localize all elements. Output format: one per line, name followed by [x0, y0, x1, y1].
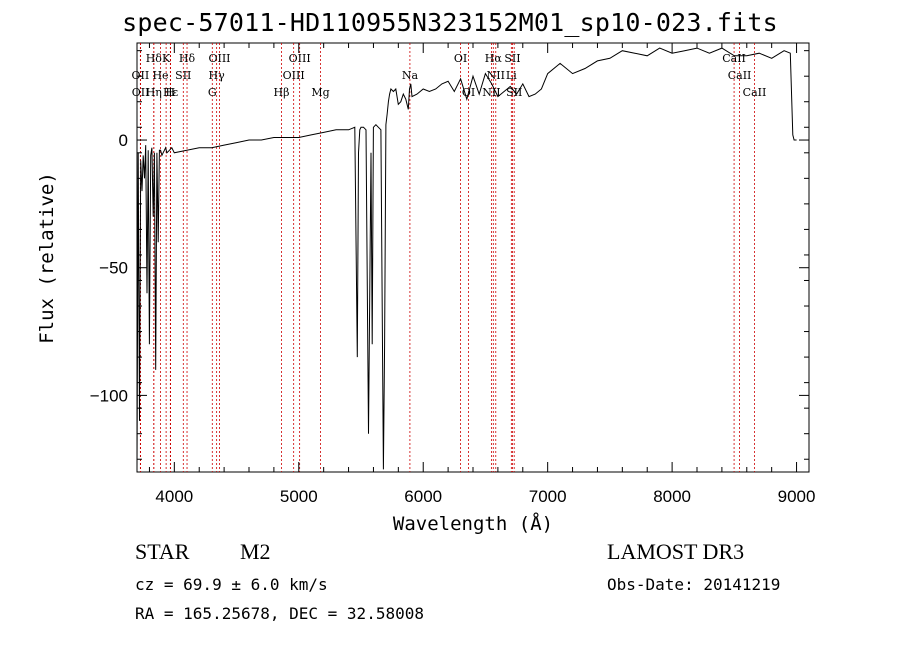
subclass-label: M2: [240, 539, 271, 564]
line-marker-label: Mg: [311, 86, 329, 99]
line-marker-label: Hα: [485, 52, 503, 65]
line-marker-label: Hη: [146, 86, 162, 99]
line-marker-label: Hε: [163, 86, 179, 99]
line-marker-label: OIII: [283, 69, 305, 82]
x-tick-label: 4000: [155, 487, 193, 506]
line-marker-label: NII: [487, 69, 505, 82]
line-marker-label: Na: [402, 69, 419, 82]
x-tick-label: 6000: [404, 487, 442, 506]
x-tick-label: 5000: [280, 487, 318, 506]
line-marker-label: SII: [506, 86, 522, 99]
y-tick-label: −50: [99, 259, 128, 278]
y-tick-label: −100: [90, 386, 128, 405]
chart-title: spec-57011-HD110955N323152M01_sp10-023.f…: [122, 8, 778, 37]
line-marker-label: OII: [132, 69, 150, 82]
line-marker-label: SII: [175, 69, 191, 82]
y-axis-label: Flux (relative): [36, 172, 58, 344]
line-marker-label: CaII: [743, 86, 767, 99]
line-marker-label: G: [208, 86, 217, 99]
line-marker-label: K: [162, 52, 171, 65]
line-marker-label: Hβ: [274, 86, 290, 99]
line-marker-label: Hδ: [146, 52, 163, 65]
x-axis-label: Wavelength (Å): [393, 512, 553, 535]
line-marker-label: Hδ: [179, 52, 196, 65]
line-marker-label: CaII: [722, 52, 746, 65]
y-axis-ticks: 0 −50 −100: [90, 50, 809, 460]
line-marker-label: OIII: [289, 52, 311, 65]
line-marker-label: He: [152, 69, 168, 82]
x-tick-label: 9000: [778, 487, 816, 506]
line-marker-label: NII: [482, 86, 500, 99]
spectrum-line: [136, 47, 797, 470]
survey-label: LAMOST DR3: [607, 539, 745, 564]
redshift-text: cz = 69.9 ± 6.0 km/s: [135, 575, 328, 594]
line-marker-label: CaII: [728, 69, 752, 82]
line-markers: [139, 43, 755, 472]
line-marker-label: Hγ: [209, 69, 226, 82]
x-tick-label: 7000: [529, 487, 567, 506]
class-label: STAR: [135, 539, 190, 564]
line-marker-label: Li: [506, 69, 517, 82]
obs-date-text: Obs-Date: 20141219: [607, 575, 781, 594]
coordinates-text: RA = 165.25678, DEC = 32.58008: [135, 604, 424, 623]
line-marker-label: OIII: [208, 52, 230, 65]
line-marker-label: OII: [132, 86, 150, 99]
line-marker-label: SII: [504, 52, 520, 65]
y-tick-label: 0: [119, 131, 128, 150]
x-axis-ticks: 4000 5000 6000 7000 8000 9000: [148, 43, 816, 506]
line-marker-label: OI: [454, 52, 467, 65]
x-tick-label: 8000: [653, 487, 691, 506]
plot-frame: [136, 42, 810, 473]
line-marker-label: H: [166, 86, 176, 99]
